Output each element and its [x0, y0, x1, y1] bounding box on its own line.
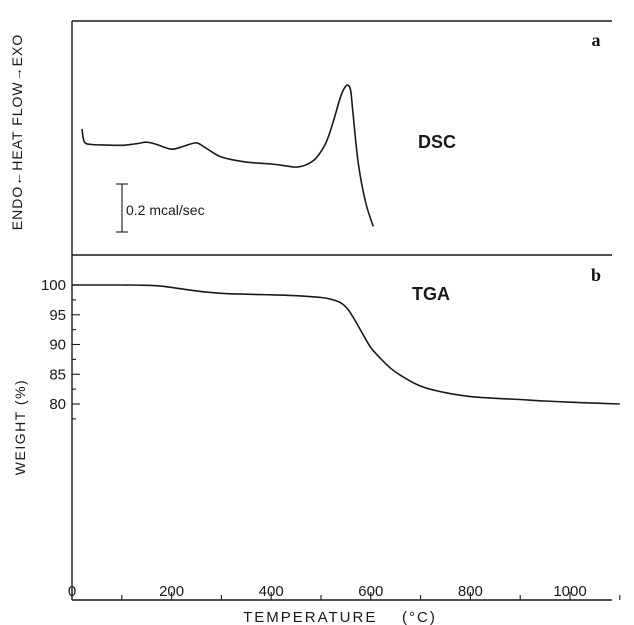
dsc-trace-label: DSC [418, 132, 456, 152]
tga-y-axis-label: WEIGHT (%) [12, 379, 28, 475]
dsc-scale-bar-label: 0.2 mcal/sec [126, 202, 205, 218]
dsc-panel-label: a [592, 30, 601, 50]
tga-x-tick-label: 1000 [553, 583, 586, 600]
tga-x-tick-label: 200 [159, 583, 184, 600]
tga-x-tick-label: 0 [68, 583, 76, 600]
tga-curve [72, 284, 620, 405]
tga-y-tick-label: 85 [49, 366, 66, 383]
tga-x-axis-label: TEMPERATURE (°C) [243, 609, 437, 625]
tga-x-tick-label: 400 [259, 583, 284, 600]
tga-y-tick-label: 80 [49, 396, 66, 413]
dsc-panel: a DSC 0.2 mcal/sec ENDO←HEAT FLOW→EXO [9, 20, 612, 255]
tga-y-tick-label: 90 [49, 337, 66, 354]
tga-y-tick-label: 95 [49, 307, 66, 324]
dsc-curve [81, 84, 375, 227]
tga-panel-label: b [591, 265, 601, 285]
tga-y-tick-label: 100 [41, 277, 66, 294]
dsc-y-axis-label: ENDO←HEAT FLOW→EXO [9, 34, 25, 230]
tga-x-tick-label: 800 [458, 583, 483, 600]
tga-x-tick-label: 600 [358, 583, 383, 600]
tga-trace-label: TGA [412, 284, 450, 304]
tga-panel: b TGA 80 85 90 95 100 0 200 400 600 800 1000 WEIG… [12, 255, 621, 625]
dsc-scale-bar: 0.2 mcal/sec [116, 183, 205, 233]
tga-x-axis: 0 200 400 600 800 1000 [68, 583, 621, 600]
tga-y-axis: 80 85 90 95 100 [41, 277, 80, 420]
